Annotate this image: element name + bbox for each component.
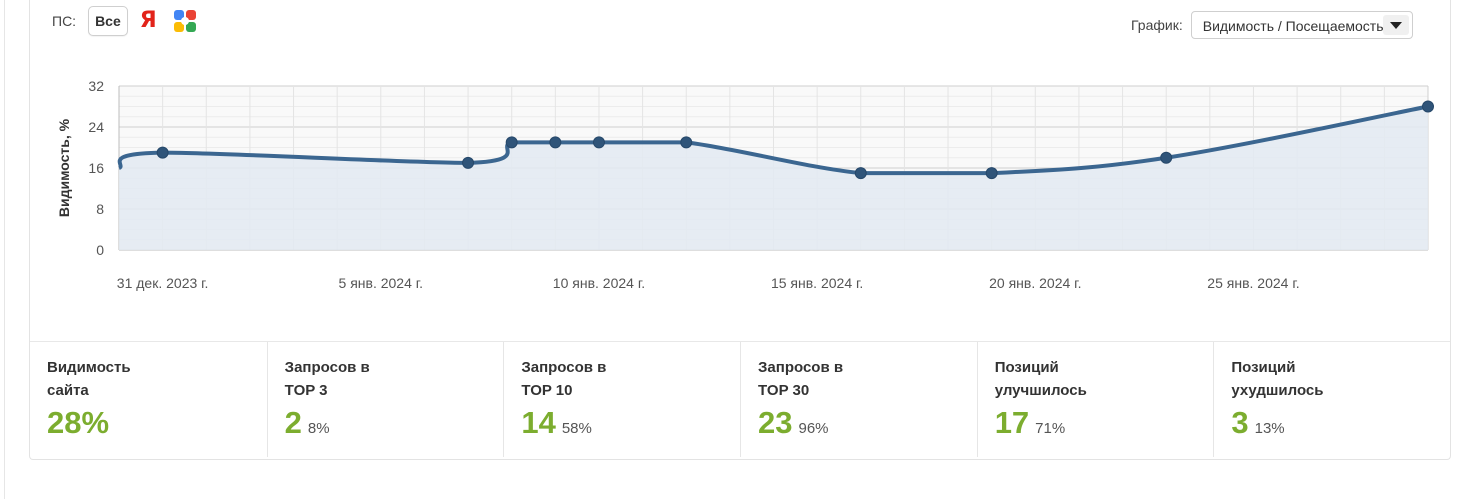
search-engine-selector: ПС: Все Я <box>52 6 197 36</box>
page-left-border <box>4 0 5 499</box>
y-tick-label: 0 <box>96 242 104 258</box>
data-point[interactable] <box>854 167 867 180</box>
y-tick-label: 16 <box>88 160 104 176</box>
stat-value: 23 <box>758 405 793 440</box>
stat-top30: Запросов в TOP 30 23 96% <box>740 342 977 457</box>
y-tick-label: 32 <box>88 78 104 94</box>
data-point[interactable] <box>1422 100 1434 113</box>
x-tick-label: 10 янв. 2024 г. <box>553 275 645 291</box>
data-point[interactable] <box>505 136 518 149</box>
all-engines-button[interactable]: Все <box>88 6 128 36</box>
stat-value: 28% <box>47 405 110 440</box>
search-engine-label: ПС: <box>52 13 77 29</box>
x-tick-label: 5 янв. 2024 г. <box>339 275 424 291</box>
graph-type-value: Видимость / Посещаемость <box>1202 18 1384 34</box>
stat-title: TOP 30 <box>758 382 810 399</box>
google-icon[interactable] <box>173 9 197 33</box>
data-point[interactable] <box>1160 151 1173 164</box>
data-point[interactable] <box>680 136 693 149</box>
x-tick-label: 20 янв. 2024 г. <box>989 275 1081 291</box>
stat-percent: 71% <box>1035 420 1066 437</box>
stat-improved: Позиций улучшилось 17 71% <box>976 342 1214 457</box>
yandex-icon[interactable]: Я <box>139 8 157 33</box>
stat-percent: 58% <box>561 420 592 437</box>
stat-value: 17 <box>994 405 1030 440</box>
stat-title: Запросов в <box>521 359 607 376</box>
stat-percent: 13% <box>1254 420 1285 437</box>
stat-title: Запросов в <box>758 359 844 376</box>
x-tick-label: 15 янв. 2024 г. <box>771 275 863 291</box>
stat-title: Позиций <box>994 359 1059 376</box>
graph-type-dropdown[interactable]: Видимость / Посещаемость <box>1190 11 1413 39</box>
stat-top10: Запросов в TOP 10 14 58% <box>503 342 740 457</box>
stat-value: 14 <box>521 405 556 440</box>
stat-title: Позиций <box>1231 359 1296 376</box>
chevron-down-icon[interactable] <box>1382 15 1409 35</box>
stat-worsened: Позиций ухудшилось 3 13% <box>1213 342 1450 457</box>
x-tick-label: 31 дек. 2023 г. <box>117 275 209 291</box>
stat-title: Видимость <box>47 359 131 376</box>
stat-top3: Запросов в TOP 3 2 8% <box>266 342 504 457</box>
data-point[interactable] <box>462 156 475 169</box>
stat-title: улучшилось <box>994 382 1087 399</box>
data-point[interactable] <box>985 167 998 180</box>
stat-value: 2 <box>284 405 302 440</box>
data-point[interactable] <box>549 136 562 149</box>
y-tick-label: 24 <box>88 119 104 135</box>
stat-title: TOP 10 <box>521 382 573 399</box>
y-axis-label: Видимость, % <box>56 118 72 217</box>
data-point[interactable] <box>592 136 605 149</box>
stat-title: ухудшилось <box>1231 382 1324 399</box>
y-tick-label: 8 <box>96 201 104 217</box>
stat-percent: 8% <box>307 420 330 437</box>
graph-label: График: <box>1131 17 1183 33</box>
visibility-line <box>117 104 1429 176</box>
stat-title: Запросов в <box>284 359 370 376</box>
stats-row: Видимость сайта 28% Запросов в TOP 3 2 8%… <box>30 342 1450 457</box>
data-point[interactable] <box>156 146 169 159</box>
stat-title: сайта <box>47 382 89 399</box>
graph-type-selector: График: Видимость / Посещаемость <box>1131 11 1413 39</box>
visibility-chart: 0 8 16 24 32 31 дек. 2023 г. 5 янв. 2024 г. 10… <box>56 78 1434 291</box>
x-tick-label: 25 янв. 2024 г. <box>1207 275 1299 291</box>
visibility-area <box>119 106 1428 250</box>
stat-percent: 96% <box>798 420 829 437</box>
stat-visibility: Видимость сайта 28% <box>30 342 267 457</box>
stats-divider <box>30 341 1450 342</box>
stat-title: TOP 3 <box>284 382 328 399</box>
stat-value: 3 <box>1231 405 1249 440</box>
